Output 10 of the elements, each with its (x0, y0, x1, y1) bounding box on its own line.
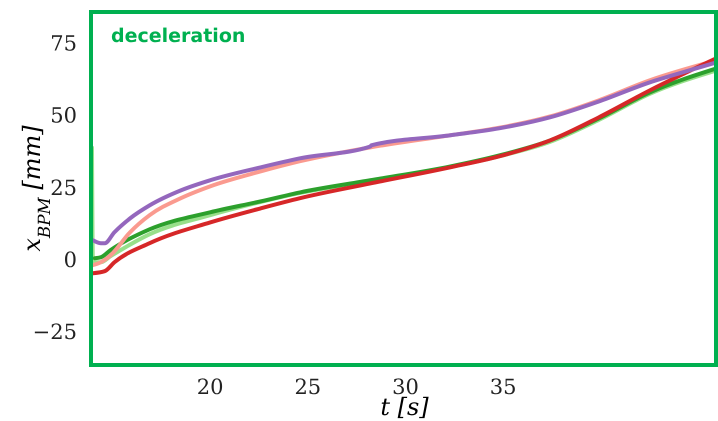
x-axis-title: t [s] (380, 393, 430, 421)
y-tick-label: −25 (32, 320, 77, 344)
y-tick-label: 75 (50, 31, 77, 56)
y-tick-label: 25 (50, 176, 77, 200)
annotation: deceleration (111, 25, 246, 47)
x-tick-label: 35 (490, 374, 516, 399)
x-tick-label: 25 (294, 374, 322, 399)
x-tick-label: 20 (196, 374, 224, 399)
y-tick-label: 50 (50, 104, 77, 128)
y-tick-label: 0 (64, 248, 77, 272)
